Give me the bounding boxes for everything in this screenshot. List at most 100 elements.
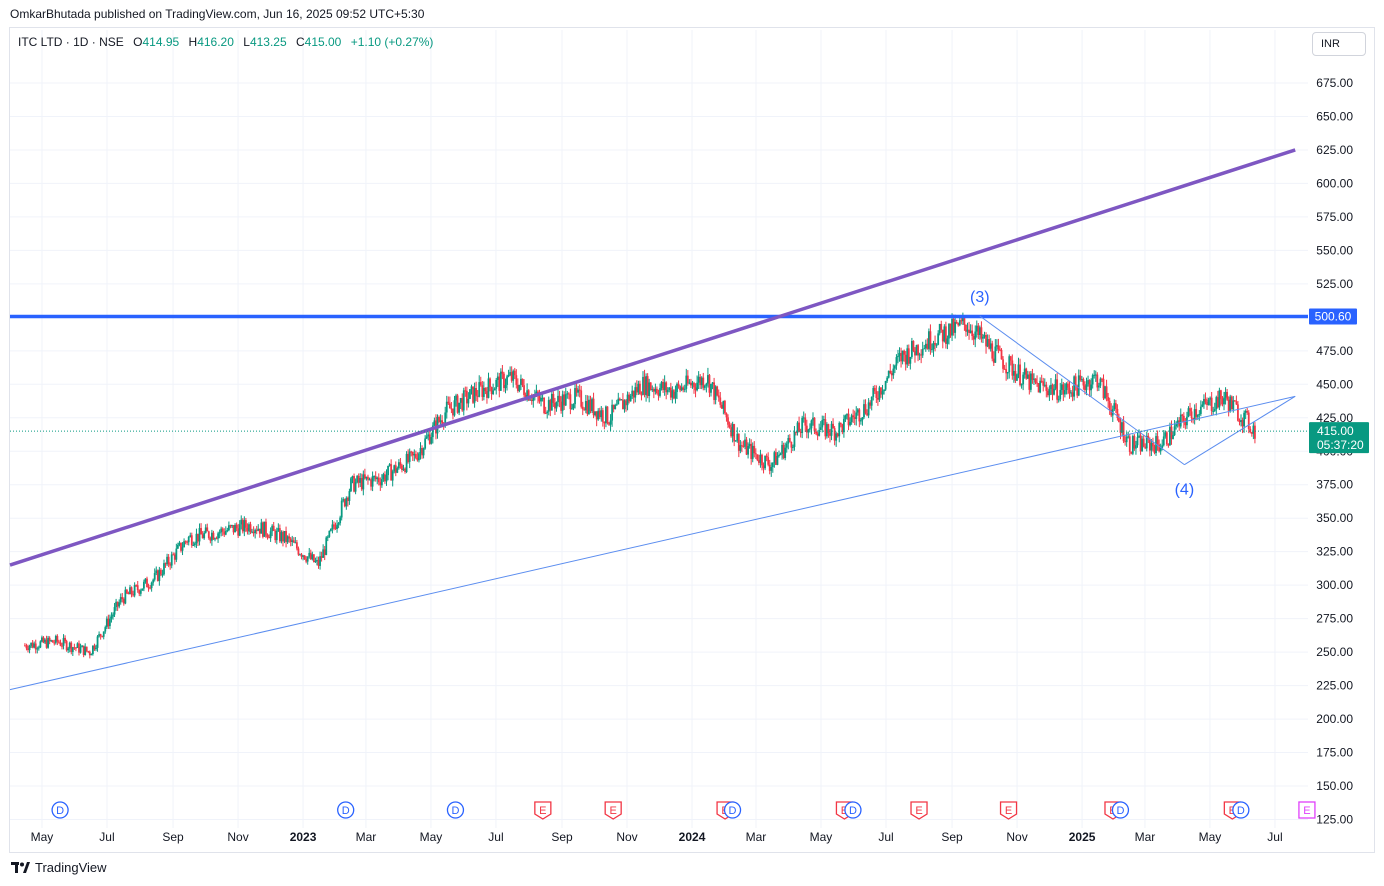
price-tick-label: 450.00 (1316, 377, 1353, 391)
candle-body (1182, 415, 1185, 423)
candle-body (909, 356, 912, 364)
candle-body (419, 448, 422, 454)
candle-body (714, 386, 717, 401)
candle-body (387, 465, 389, 476)
candle-body (799, 431, 802, 433)
candle-body (1023, 368, 1026, 375)
candle-body (572, 404, 575, 409)
candle-body (464, 390, 467, 392)
candle-body (1062, 384, 1065, 395)
candle-body (42, 637, 45, 643)
candle-body (809, 428, 811, 430)
price-tick-label: 225.00 (1316, 679, 1353, 693)
candle-body (671, 390, 674, 398)
candle-body (1036, 382, 1038, 384)
candle-body (1240, 419, 1242, 423)
candle-body (1230, 396, 1233, 410)
candle-body (782, 444, 785, 459)
candle-body (221, 528, 224, 532)
candle-body (34, 643, 37, 650)
candle-body (1079, 375, 1082, 380)
candle-body (445, 401, 448, 413)
candle-body (342, 499, 345, 501)
candle-body (699, 376, 702, 386)
candle-body (319, 556, 321, 566)
candle-body (926, 343, 929, 349)
candle-body (994, 346, 997, 363)
time-tick-label: Nov (1006, 830, 1027, 844)
candle-body (858, 409, 861, 422)
candle-body (204, 527, 207, 533)
candle-body (787, 438, 790, 444)
price-tick-label: 475.00 (1316, 344, 1353, 358)
time-tick-label: Mar (1135, 830, 1156, 844)
candle-body (176, 544, 179, 549)
candle-body (944, 326, 947, 344)
candle-body (433, 420, 436, 426)
candle-body (1104, 386, 1106, 399)
candle-body (969, 330, 972, 334)
candle-body (482, 387, 485, 397)
candle-body (1051, 384, 1054, 395)
candle-body (81, 645, 83, 648)
candle-body (149, 587, 151, 589)
candle-body (214, 538, 216, 540)
candle-body (1097, 385, 1100, 388)
wave-line (979, 315, 1185, 466)
candle-body (1046, 390, 1049, 396)
candle-body (289, 538, 292, 543)
candle-body (418, 453, 420, 461)
time-tick-label: Sep (941, 830, 963, 844)
resistance-price-badge (1309, 308, 1357, 325)
tradingview-logo[interactable]: TradingView (11, 860, 107, 875)
earnings-marker (999, 801, 1018, 820)
dividend-marker-label: D (729, 805, 737, 817)
dividend-marker (1111, 801, 1130, 819)
candle-body (1246, 410, 1249, 413)
candle-body (694, 387, 697, 391)
time-axis: May Jul Sep Nov 2023 Mar May Jul Sep Nov 2024 Mar Ma… (31, 830, 1283, 844)
candle-body (180, 542, 182, 551)
candle-body (209, 537, 212, 541)
candle-body (679, 386, 682, 391)
candle-body (1088, 380, 1091, 391)
candle-body (70, 642, 73, 652)
candle-body (150, 582, 153, 589)
candle-body (1084, 385, 1086, 391)
candle-body (350, 478, 352, 492)
candle-body (411, 451, 414, 456)
symbol-legend: ITC LTD · 1D · NSE O414.95 H416.20 L413.… (18, 35, 433, 49)
candle-body (648, 382, 651, 396)
candle-body (696, 382, 698, 391)
candle-body (1037, 383, 1040, 393)
candle-body (873, 388, 876, 392)
candle-body (107, 618, 110, 627)
candle-body (1156, 436, 1159, 445)
candle-body (1073, 376, 1076, 397)
candle-body (978, 327, 981, 336)
candle-body (127, 593, 130, 595)
candle-body (910, 340, 913, 357)
candle-body (674, 392, 677, 399)
candle-body (773, 452, 776, 463)
candle-body (493, 388, 496, 391)
candle-body (558, 395, 561, 402)
candle-body (649, 382, 652, 391)
candle-body (1176, 420, 1179, 425)
earnings-marker-label: E (610, 805, 617, 817)
candle-body (719, 397, 722, 405)
candle-body (496, 376, 499, 380)
candle-body (906, 348, 909, 365)
candle-body (1056, 379, 1059, 400)
currency-button[interactable]: INR (1312, 32, 1366, 56)
candle-body (1199, 406, 1202, 414)
candle-body (764, 455, 766, 469)
dividend-marker (51, 801, 69, 819)
candle-body (552, 393, 555, 403)
candle-body (1053, 388, 1055, 395)
candle-body (109, 618, 111, 627)
price-scale: 675.00 650.00 625.00 600.00 575.00 550.00 525.… (1309, 76, 1369, 827)
candle-body (1232, 400, 1235, 410)
candle-body (1002, 359, 1004, 369)
